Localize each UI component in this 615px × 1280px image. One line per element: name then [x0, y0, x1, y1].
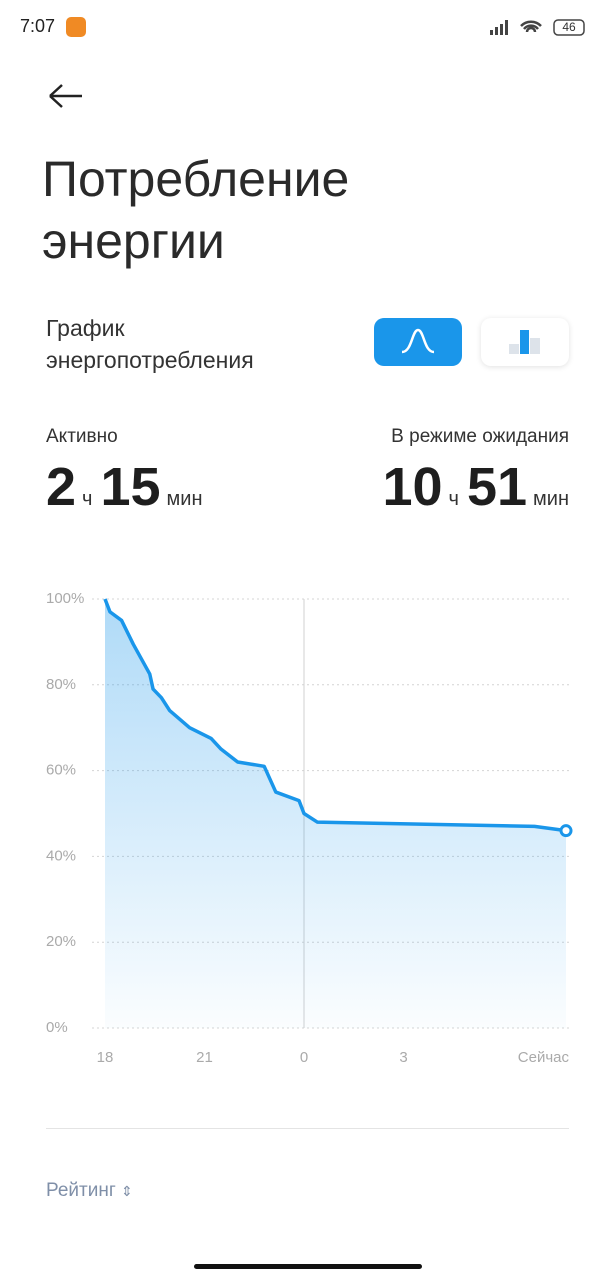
- bar-view-button[interactable]: [481, 318, 569, 366]
- page-title: Потребление энергии: [42, 151, 350, 269]
- unit: мин: [166, 488, 203, 510]
- unit: мин: [533, 488, 569, 510]
- battery-level: 46: [562, 20, 576, 34]
- x-tick-label: 18: [97, 1049, 114, 1066]
- y-tick-label: 20%: [46, 933, 76, 950]
- hours: 2: [46, 457, 77, 517]
- minutes: 51: [466, 457, 528, 517]
- back-button[interactable]: [46, 82, 86, 110]
- y-tick-label: 40%: [46, 847, 76, 864]
- status-time: 7:07: [20, 16, 56, 36]
- y-tick-label: 100%: [46, 590, 84, 607]
- sort-button[interactable]: Рейтинг ⇕: [46, 1180, 133, 1201]
- unit: ч: [82, 488, 93, 510]
- unit: ч: [448, 488, 459, 510]
- y-tick-label: 60%: [46, 762, 76, 779]
- area: [105, 599, 566, 1028]
- home-indicator: [194, 1264, 422, 1269]
- hours: 10: [382, 457, 443, 517]
- standby-label: В режиме ожидания: [391, 426, 569, 447]
- x-tick-label: 3: [399, 1049, 407, 1066]
- x-tick-label: 0: [300, 1049, 308, 1066]
- sort-label: Рейтинг: [46, 1180, 116, 1201]
- notification-icon: [66, 17, 86, 37]
- y-tick-label: 0%: [46, 1019, 68, 1036]
- standby-value: 10 ч 51 мин: [382, 456, 577, 518]
- divider: [46, 1128, 569, 1129]
- y-tick-label: 80%: [46, 676, 76, 693]
- x-tick-label: Сейчас: [518, 1049, 570, 1066]
- x-tick-label: 21: [196, 1049, 213, 1066]
- battery-chart: 0% 20% 40% 60% 80% 100% 18 21 0 3 Сейчас: [46, 590, 573, 1066]
- active-label: Активно: [46, 426, 118, 447]
- status-icons: 46: [490, 19, 585, 36]
- section-label: График энергопотребления: [46, 315, 254, 373]
- minutes: 15: [100, 457, 161, 517]
- current-point: [559, 824, 573, 838]
- line: [103, 598, 567, 833]
- curve-view-button[interactable]: [374, 318, 462, 366]
